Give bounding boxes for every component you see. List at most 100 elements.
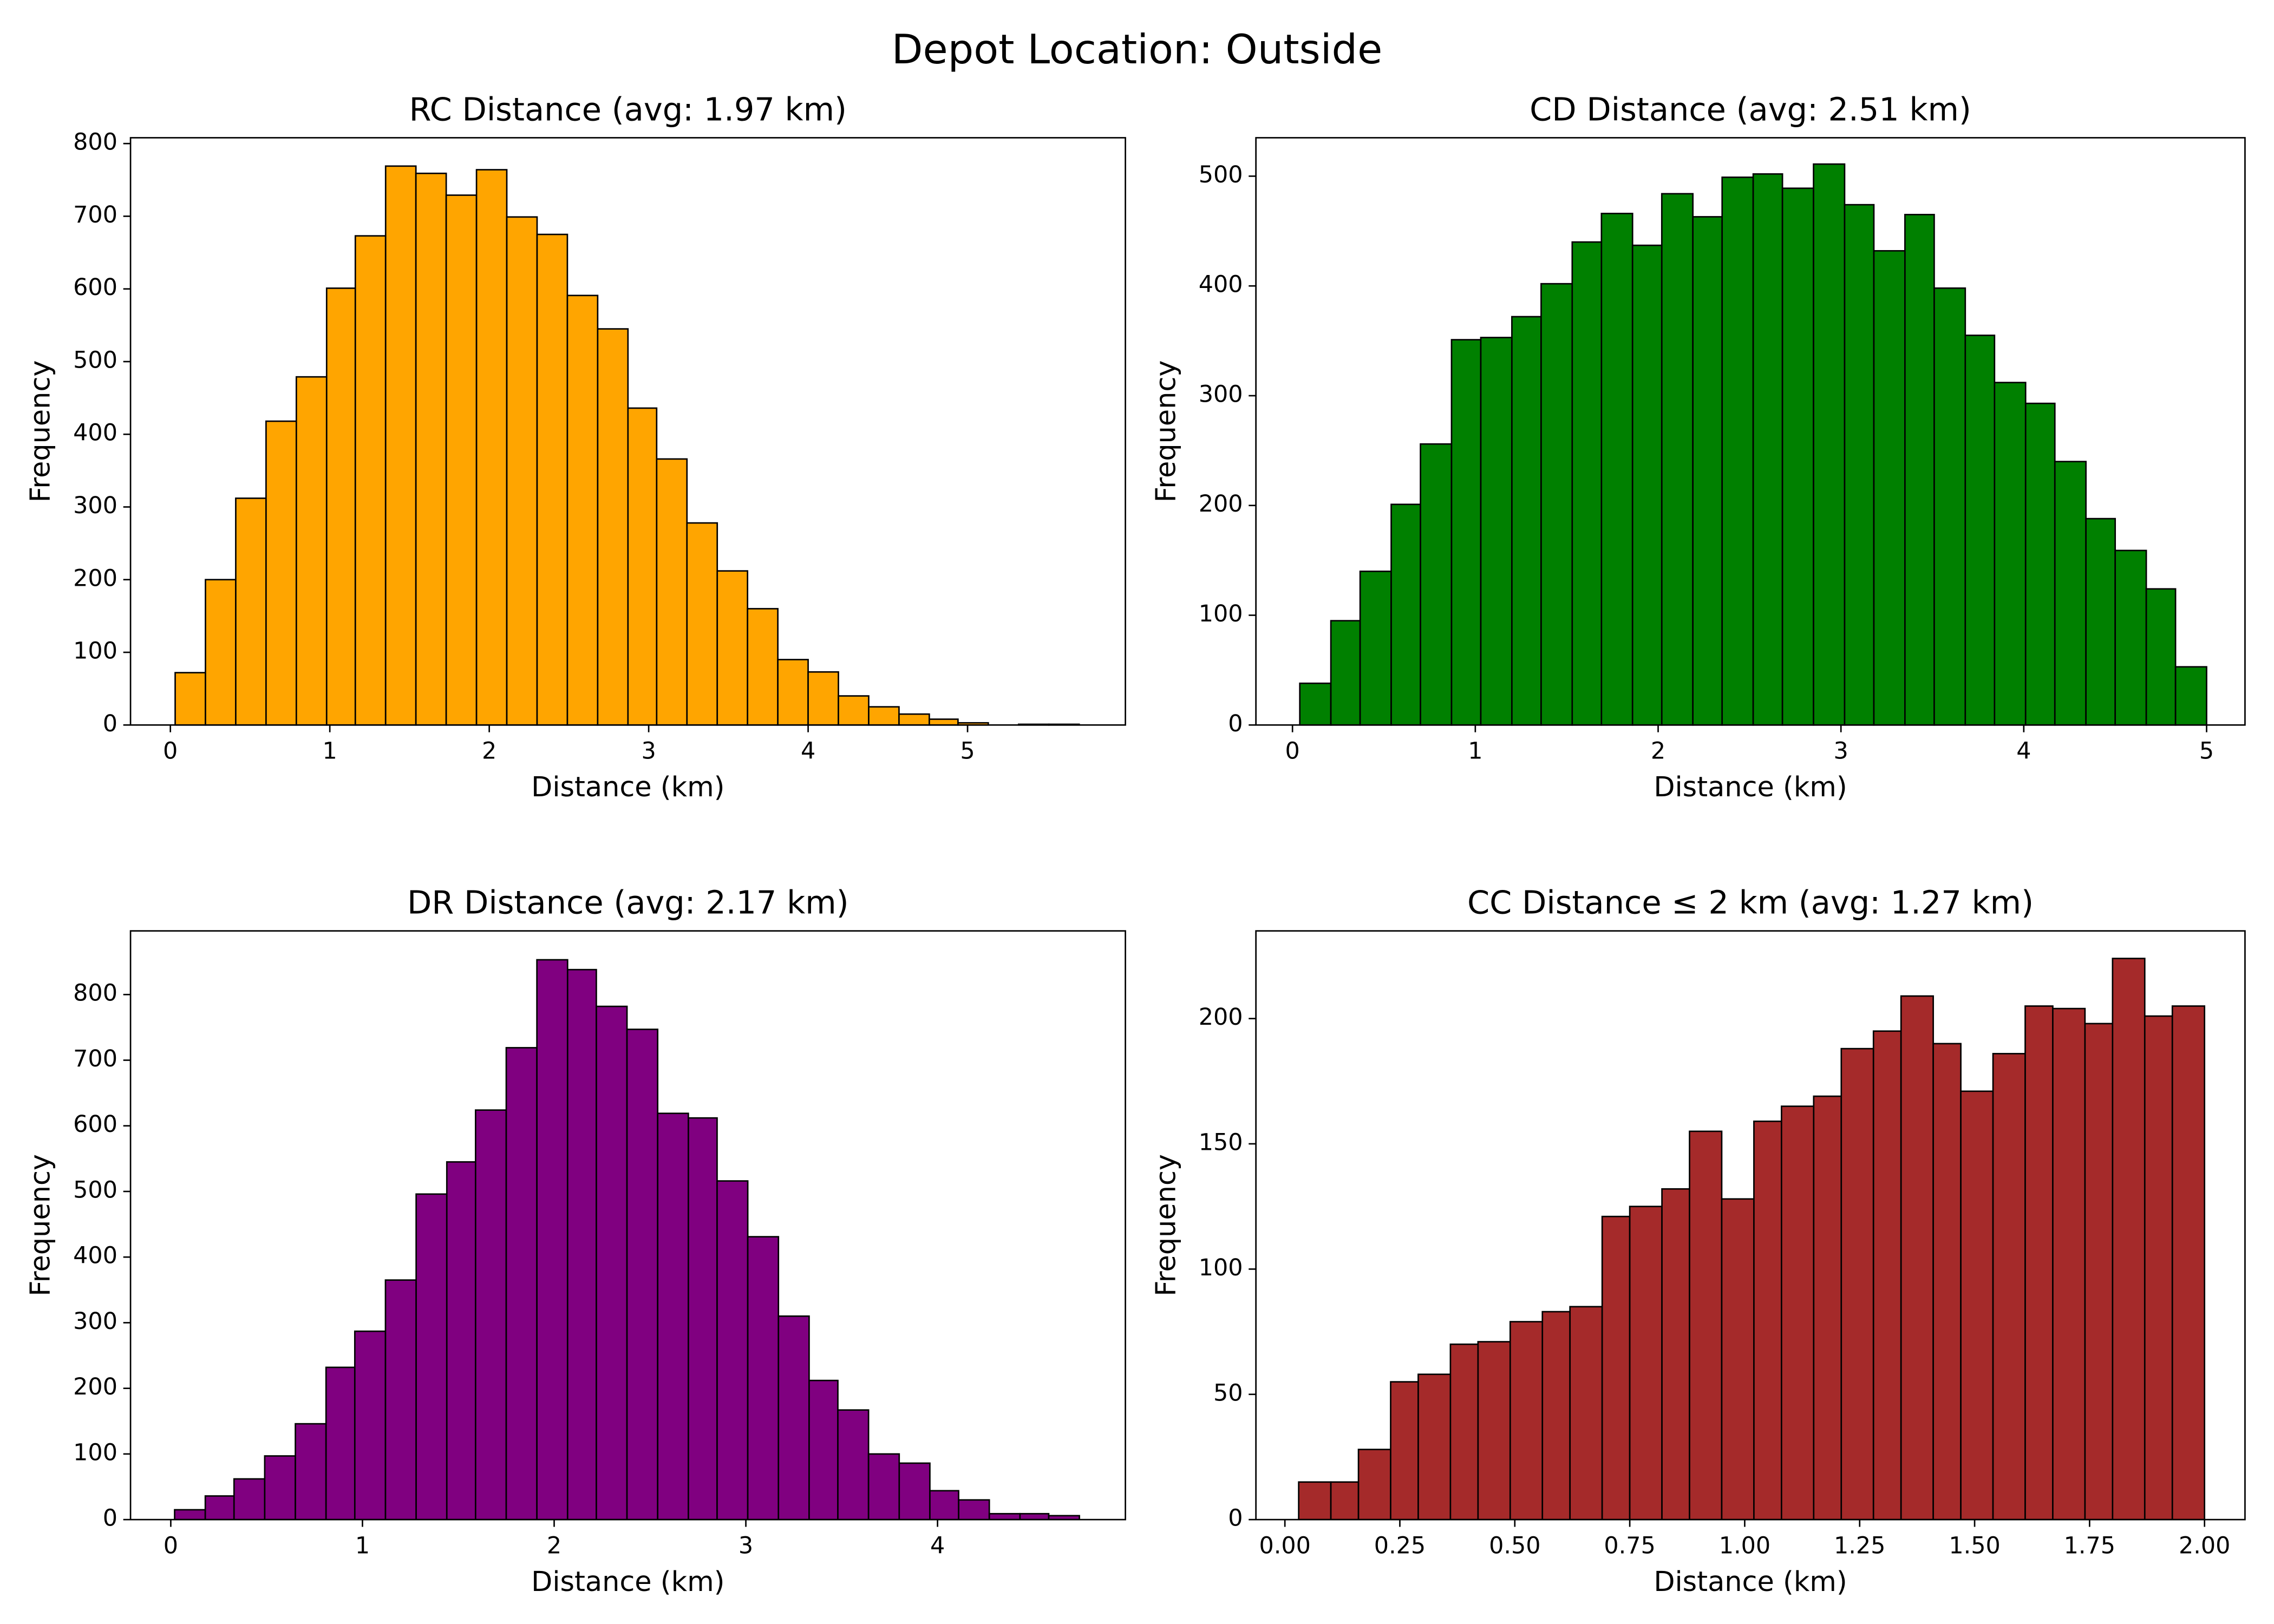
x-tick-label: 2 (547, 1533, 561, 1560)
bar (445, 194, 478, 726)
bar (1330, 620, 1361, 726)
bar (1932, 1043, 1962, 1521)
bar (2052, 1007, 2086, 1521)
bar (1661, 1188, 1690, 1521)
x-tick-label: 1 (1468, 738, 1482, 765)
y-tick-label: 0 (1228, 710, 1243, 737)
y-axis-label: Frequency (1150, 360, 1182, 502)
bar (686, 522, 718, 726)
bar (1964, 335, 1996, 726)
bar (1992, 1053, 2026, 1521)
bar (1629, 1206, 1663, 1521)
bar (1781, 1105, 1815, 1521)
bar (265, 420, 297, 726)
bar (295, 1423, 327, 1521)
bar (235, 497, 267, 726)
bar (384, 165, 417, 726)
bar (898, 713, 930, 726)
bar (688, 1117, 718, 1521)
bar (264, 1455, 296, 1521)
y-tick-label: 300 (73, 1308, 117, 1335)
axes-frame (1255, 930, 2246, 1521)
y-tick-label: 100 (73, 1439, 117, 1466)
x-axis-label: Distance (km) (531, 771, 724, 803)
bar (2174, 666, 2207, 726)
y-tick-label: 800 (73, 980, 117, 1007)
y-tick-label: 200 (73, 565, 117, 592)
bar (295, 376, 328, 726)
bar (1449, 1343, 1479, 1521)
bar (1994, 382, 2027, 726)
bar (716, 570, 749, 726)
x-tick-label: 0 (1285, 738, 1300, 765)
bar (807, 671, 839, 726)
bar (929, 718, 959, 726)
x-tick-label: 1.75 (2064, 1533, 2115, 1560)
bar (1569, 1306, 1603, 1521)
bar (1933, 287, 1966, 726)
bar (505, 1047, 538, 1521)
y-tick-label: 600 (73, 1111, 117, 1138)
x-tick-label: 3 (641, 738, 656, 765)
bar (1477, 1341, 1511, 1521)
bar (777, 659, 809, 726)
bar (536, 233, 568, 726)
bar (1571, 241, 1603, 726)
x-tick-label: 1 (323, 738, 337, 765)
bar (2054, 461, 2087, 726)
x-tick-label: 5 (960, 738, 975, 765)
bar (384, 1279, 417, 1521)
y-tick-label: 400 (1199, 271, 1243, 298)
bar (1541, 1311, 1571, 1521)
bar (747, 608, 779, 726)
bar (1600, 213, 1633, 726)
bar (174, 672, 206, 726)
bar (656, 458, 688, 726)
bar (475, 169, 508, 726)
bar (1417, 1373, 1452, 1521)
bar (1390, 1381, 1419, 1521)
y-tick-label: 200 (1199, 1004, 1243, 1031)
y-tick-label: 300 (73, 492, 117, 519)
y-tick-label: 50 (1213, 1379, 1243, 1406)
bar (204, 1495, 235, 1521)
bar (446, 1161, 476, 1521)
axes-title: CD Distance (avg: 2.51 km) (1530, 90, 1971, 128)
y-tick-label: 0 (1228, 1505, 1243, 1532)
bar (1661, 193, 1694, 726)
bar (354, 1330, 387, 1521)
bar (2084, 1023, 2114, 1521)
y-tick-label: 0 (103, 1505, 117, 1532)
bar (233, 1478, 266, 1521)
y-tick-label: 200 (73, 1373, 117, 1400)
x-tick-label: 0.75 (1604, 1533, 1655, 1560)
x-axis-label: Distance (km) (1654, 1566, 1847, 1598)
bar (777, 1315, 810, 1521)
bar (988, 1512, 1021, 1521)
y-tick-label: 800 (73, 129, 117, 156)
bar (2112, 958, 2146, 1521)
bar (868, 706, 900, 726)
bar (2024, 402, 2056, 726)
bar (1813, 1095, 1842, 1521)
bar (837, 1409, 870, 1521)
x-axis-label: Distance (km) (1654, 771, 1847, 803)
y-tick-label: 100 (1199, 600, 1243, 627)
axes-frame (129, 930, 1126, 1521)
x-tick-label: 3 (1834, 738, 1848, 765)
bar (1904, 214, 1935, 726)
bar (1359, 571, 1392, 726)
bar (325, 287, 356, 726)
bar (1752, 173, 1783, 726)
bar (415, 1193, 448, 1521)
bar (475, 1109, 507, 1521)
x-axis-label: Distance (km) (531, 1566, 724, 1598)
bar (1692, 216, 1723, 726)
bar (1299, 682, 1332, 726)
bar (1540, 283, 1573, 726)
bar (1330, 1481, 1360, 1521)
bar (2145, 588, 2177, 726)
x-tick-label: 3 (739, 1533, 753, 1560)
